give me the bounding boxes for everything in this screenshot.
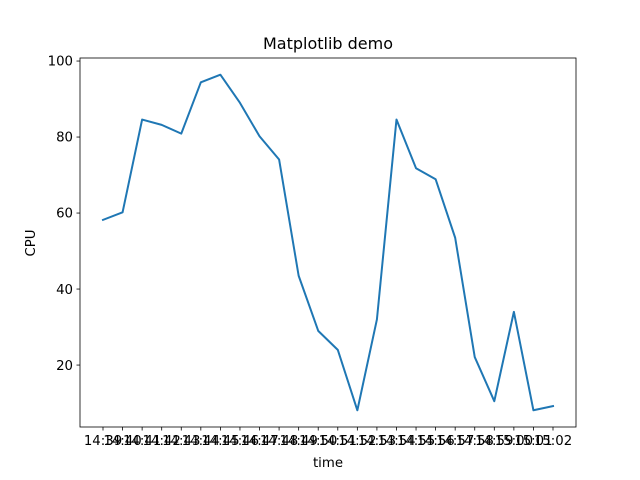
y-tick-label: 80 <box>56 131 73 146</box>
series-line <box>101 73 555 412</box>
x-tick-label: 14:56 <box>416 434 454 449</box>
y-tick-label: 20 <box>56 359 73 374</box>
x-tick-label: 15:01 <box>514 434 552 449</box>
x-tick-label: 14:40 <box>103 434 141 449</box>
x-tick-label: 14:43 <box>162 434 200 449</box>
x-tick-label: 14:50 <box>299 434 337 449</box>
x-tick-label: 15:00 <box>495 434 533 449</box>
series-layer <box>101 73 555 412</box>
x-tick-label: 14:39 <box>84 434 122 449</box>
x-tick-label: 14:52 <box>338 434 376 449</box>
x-tick-label: 14:45 <box>201 434 239 449</box>
x-tick-label: 14:55 <box>397 434 435 449</box>
y-axis-label: CPU <box>24 229 39 256</box>
x-tick-label: 14:51 <box>319 434 357 449</box>
x-tick-label: 14:47 <box>240 434 278 449</box>
x-tick-label: 14:58 <box>456 434 494 449</box>
chart-title: Matplotlib demo <box>263 34 393 53</box>
y-tick-label: 100 <box>48 55 73 70</box>
x-tick-label: 14:59 <box>475 434 513 449</box>
x-tick-label: 14:54 <box>377 434 415 449</box>
x-tick-label: 14:57 <box>436 434 474 449</box>
x-tick-label: 15:02 <box>534 434 572 449</box>
x-tick-label: 14:41 <box>123 434 161 449</box>
x-tick-label: 14:44 <box>182 434 220 449</box>
x-axis-label: time <box>313 456 343 471</box>
x-axis: 14:3914:4014:4114:4214:4314:4414:4514:46… <box>84 427 572 449</box>
y-tick-label: 60 <box>56 207 73 222</box>
x-tick-label: 14:42 <box>143 434 181 449</box>
y-axis: 20 40 60 80 100 <box>48 55 80 374</box>
y-tick-label: 40 <box>56 283 73 298</box>
plot-frame <box>79 57 577 428</box>
x-tick-label: 14:49 <box>279 434 317 449</box>
x-tick-label: 14:48 <box>260 434 298 449</box>
x-tick-label: 14:53 <box>358 434 396 449</box>
x-tick-label: 14:46 <box>221 434 259 449</box>
